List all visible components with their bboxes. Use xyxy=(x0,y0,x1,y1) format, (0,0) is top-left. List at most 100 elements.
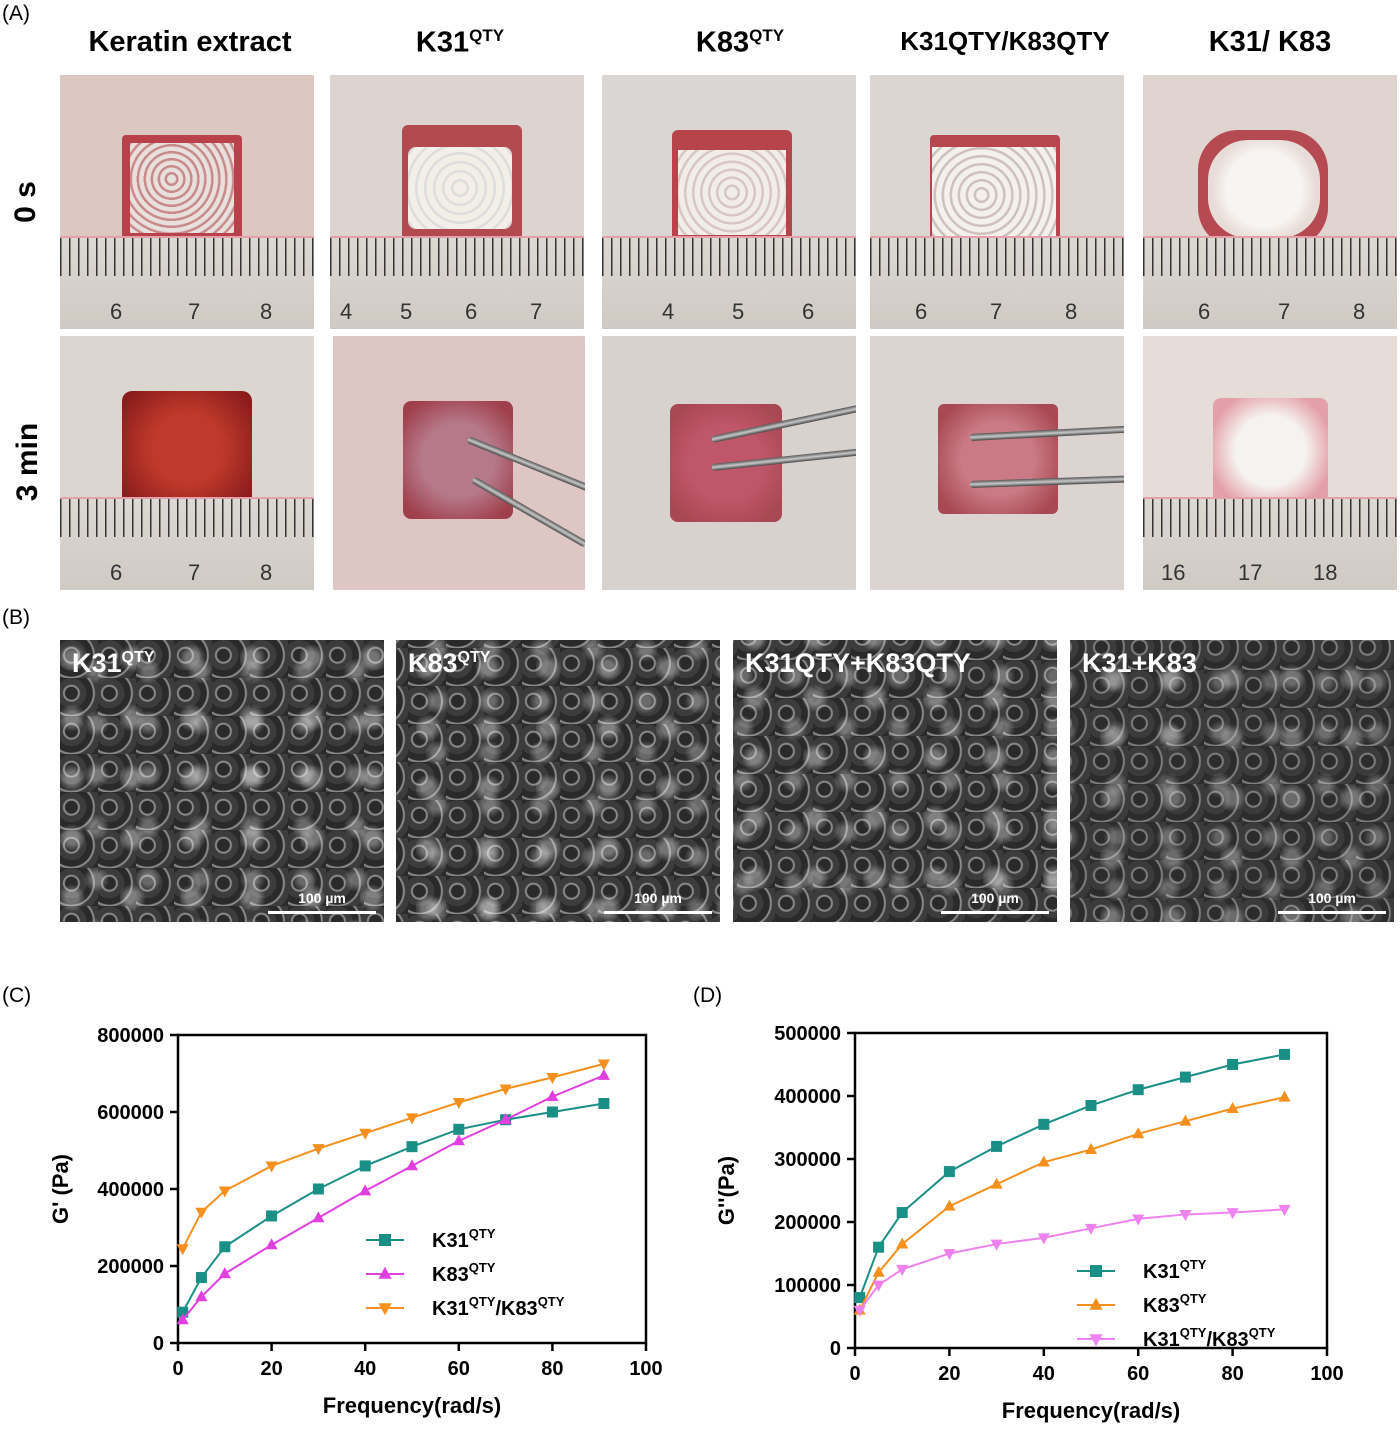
data-point xyxy=(896,1237,909,1249)
data-point xyxy=(1085,1099,1097,1111)
sem-image-k31qty-k83qty: K31QTY+K83QTY 100 µm xyxy=(733,640,1057,922)
x-tick-label: 100 xyxy=(1310,1363,1343,1385)
plot-frame xyxy=(176,1033,648,1345)
wound-photo-keratin-0s: 6 7 8 xyxy=(60,75,314,329)
data-point xyxy=(359,1160,371,1172)
y-tick-label: 0 xyxy=(153,1333,164,1355)
x-tick-label: 40 xyxy=(354,1358,376,1380)
data-point xyxy=(872,1265,885,1277)
data-point xyxy=(1132,1127,1145,1139)
sem-label: K31QTY+K83QTY xyxy=(745,648,971,678)
data-point xyxy=(1084,1142,1098,1154)
data-point xyxy=(990,1239,1003,1251)
series-line xyxy=(181,1062,605,1250)
y-tick-label: 600000 xyxy=(97,1102,164,1124)
x-tick-label: 20 xyxy=(260,1358,282,1380)
data-point xyxy=(218,1186,231,1198)
data-point xyxy=(177,1306,189,1318)
x-tick-label: 0 xyxy=(172,1358,183,1380)
scale-bar-label: 100 µm xyxy=(298,890,346,906)
data-point xyxy=(195,1207,208,1219)
legend-marker xyxy=(1090,1265,1102,1277)
data-point xyxy=(499,1084,512,1096)
series-line xyxy=(858,1096,1285,1311)
data-point xyxy=(195,1290,208,1302)
x-tick-label: 20 xyxy=(938,1363,960,1385)
data-point xyxy=(176,1244,189,1256)
data-point xyxy=(1278,1090,1291,1102)
column-header-k31qty-k83qty: K31QTY/K83QTY xyxy=(900,26,1110,56)
data-point xyxy=(453,1123,465,1135)
data-point xyxy=(176,1313,189,1325)
data-point xyxy=(1279,1048,1291,1060)
panel-c-label: (C) xyxy=(2,984,32,1007)
x-tick-label: 0 xyxy=(849,1363,860,1385)
data-point xyxy=(499,1113,512,1125)
x-tick-label: 80 xyxy=(1221,1363,1243,1385)
data-point xyxy=(1132,1084,1144,1096)
wound-photo-k31qty-k83qty-3min xyxy=(870,336,1124,590)
y-tick-label: 400000 xyxy=(97,1179,164,1201)
data-point xyxy=(896,1207,908,1219)
wound-photo-k31-k83-3min: 16 17 18 xyxy=(1143,336,1397,590)
wound-photo-keratin-3min: 6 7 8 xyxy=(60,336,314,590)
plot-frame xyxy=(853,1031,1329,1350)
wound-photo-k31-k83-0s: 6 7 8 xyxy=(1143,75,1397,329)
y-tick-label: 300000 xyxy=(774,1149,841,1171)
sem-label: K31QTY xyxy=(72,648,155,678)
data-point xyxy=(1038,1118,1050,1130)
y-tick-label: 100000 xyxy=(774,1275,841,1297)
series-line xyxy=(858,1208,1285,1311)
wound-photo-k83qty-3min xyxy=(602,336,856,590)
data-point xyxy=(991,1140,1003,1152)
data-point xyxy=(872,1280,885,1292)
data-point xyxy=(943,1249,956,1261)
data-point xyxy=(546,1072,559,1084)
data-point xyxy=(406,1141,418,1153)
data-point xyxy=(990,1177,1003,1189)
data-point xyxy=(312,1211,325,1223)
sem-image-k83qty: K83QTY 100 µm xyxy=(396,640,720,922)
scale-bar-label: 100 µm xyxy=(634,890,682,906)
data-point xyxy=(265,1161,278,1173)
row-header-0s: 0 s xyxy=(9,181,42,223)
data-point xyxy=(195,1272,207,1284)
x-tick-label: 60 xyxy=(448,1358,470,1380)
legend-label: K31QTY/K83QTY xyxy=(432,1294,565,1320)
legend-label: K83QTY xyxy=(1143,1291,1207,1317)
legend-label: K31QTY/K83QTY xyxy=(1143,1325,1276,1351)
data-point xyxy=(853,1305,866,1317)
data-point xyxy=(546,1090,559,1101)
data-point xyxy=(943,1199,956,1211)
row-header-3min: 3 min xyxy=(11,422,44,502)
scale-bar-label: 100 µm xyxy=(971,890,1019,906)
scale-bar xyxy=(1278,911,1386,914)
scale-bar-label: 100 µm xyxy=(1308,890,1356,906)
data-point xyxy=(1179,1114,1192,1126)
wound-photo-k83qty-0s: 4 5 6 xyxy=(602,75,856,329)
data-point xyxy=(312,1183,324,1195)
data-point xyxy=(1227,1059,1239,1070)
data-point xyxy=(359,1184,372,1196)
column-header-k83qty: K83QTY xyxy=(695,26,785,59)
y-tick-label: 400000 xyxy=(774,1086,841,1108)
chart-loss-modulus: 0 20 40 60 80 100 0 100000 200000 300000 400000 500… xyxy=(714,1023,1344,1423)
column-header-keratin-extract: Keratin extract xyxy=(88,26,292,58)
x-tick-label: 60 xyxy=(1127,1363,1149,1385)
data-point xyxy=(1132,1214,1145,1226)
scale-bar xyxy=(941,911,1049,914)
data-point xyxy=(452,1097,465,1109)
x-tick-label: 80 xyxy=(541,1358,563,1380)
scale-bar xyxy=(604,911,712,914)
y-tick-label: 200000 xyxy=(97,1256,164,1278)
column-header-k31qty: K31QTY xyxy=(415,26,505,59)
y-axis-label: G''(Pa) xyxy=(714,1156,739,1225)
legend-label: K31QTY xyxy=(1143,1257,1207,1283)
column-header-k31-k83: K31/ K83 xyxy=(1208,26,1332,58)
series-line xyxy=(181,1102,605,1313)
data-point xyxy=(598,1098,610,1110)
data-point xyxy=(1179,1071,1191,1083)
panel-b-label: (B) xyxy=(2,606,30,629)
legend-label: K31QTY xyxy=(432,1226,496,1252)
x-tick-label: 40 xyxy=(1033,1363,1055,1385)
